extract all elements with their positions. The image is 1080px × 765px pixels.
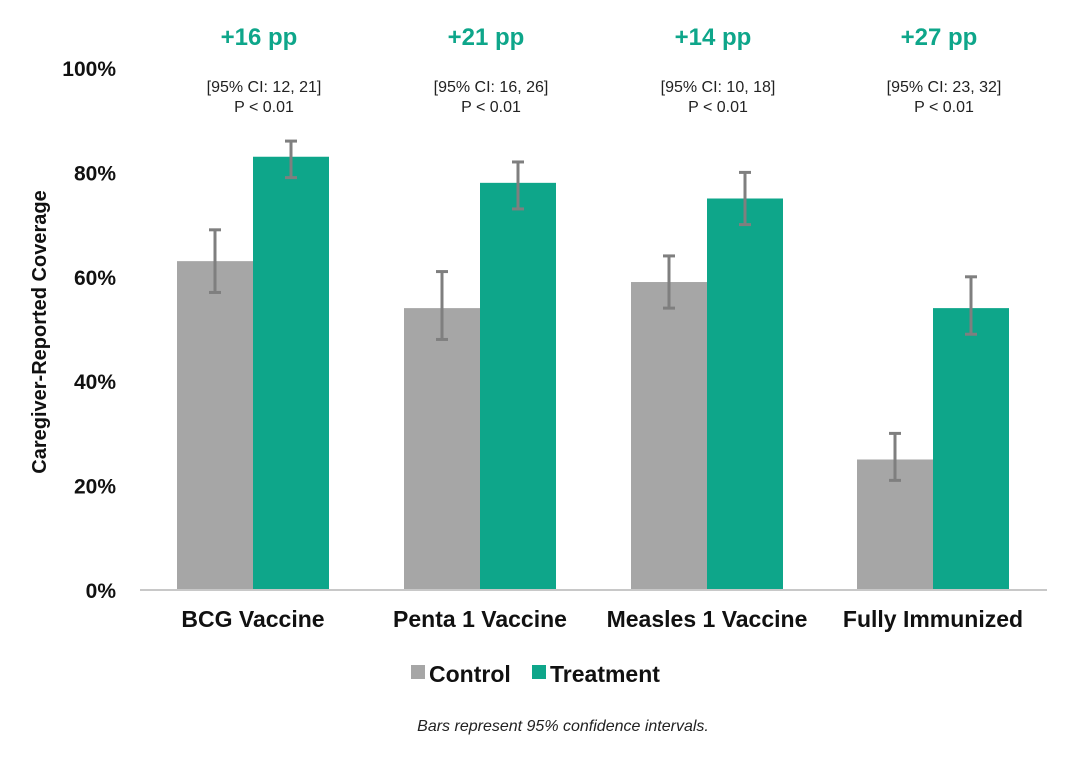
- legend-swatch-control: [411, 665, 425, 679]
- legend-label-treatment: Treatment: [550, 661, 660, 687]
- error-bar: [285, 139, 297, 180]
- y-axis-label: Caregiver-Reported Coverage: [29, 190, 51, 473]
- ci-label: [95% CI: 10, 18]: [661, 79, 776, 96]
- legend-swatch-treatment: [532, 665, 546, 679]
- error-bar: [436, 270, 448, 341]
- bar-treatment: [253, 156, 329, 591]
- legend: Control Treatment: [411, 661, 660, 687]
- error-bar: [889, 431, 901, 482]
- p-value-label: P < 0.01: [914, 99, 974, 116]
- bar-control: [404, 308, 480, 590]
- category-labels: BCG Vaccine Penta 1 Vaccine Measles 1 Vacc…: [181, 606, 1023, 632]
- category-label: BCG Vaccine: [181, 606, 324, 632]
- error-bar: [512, 160, 524, 211]
- bar-treatment: [480, 182, 556, 590]
- y-ticks: 0% 20% 40% 60% 80% 100%: [62, 58, 116, 603]
- error-bar: [663, 254, 675, 310]
- category-label: Penta 1 Vaccine: [393, 606, 567, 632]
- annotations: +16 pp [95% CI: 12, 21] P < 0.01 +21 pp [95%…: [207, 24, 1002, 116]
- category-label: Fully Immunized: [843, 606, 1023, 632]
- ci-label: [95% CI: 16, 26]: [434, 79, 549, 96]
- error-bar: [965, 275, 977, 336]
- error-bar: [209, 228, 221, 294]
- bars: [177, 156, 1009, 591]
- y-tick-label: 20%: [74, 476, 116, 499]
- effect-size-label: +27 pp: [901, 24, 978, 51]
- y-tick-label: 60%: [74, 267, 116, 290]
- ci-label: [95% CI: 23, 32]: [887, 79, 1002, 96]
- y-tick-label: 80%: [74, 162, 116, 185]
- chart-note: Bars represent 95% confidence intervals.: [417, 718, 709, 735]
- bar-control: [631, 282, 707, 590]
- p-value-label: P < 0.01: [234, 99, 294, 116]
- effect-size-label: +14 pp: [675, 24, 752, 51]
- category-label: Measles 1 Vaccine: [607, 606, 808, 632]
- y-tick-label: 40%: [74, 371, 116, 394]
- error-bars: [209, 139, 977, 482]
- bar-treatment: [707, 198, 783, 590]
- bar-control: [177, 261, 253, 590]
- legend-label-control: Control: [429, 661, 511, 687]
- bar-treatment: [933, 308, 1009, 590]
- p-value-label: P < 0.01: [688, 99, 748, 116]
- y-tick-label: 0%: [86, 580, 117, 603]
- p-value-label: P < 0.01: [461, 99, 521, 116]
- effect-size-label: +21 pp: [448, 24, 525, 51]
- ci-label: [95% CI: 12, 21]: [207, 79, 322, 96]
- effect-size-label: +16 pp: [221, 24, 298, 51]
- y-tick-label: 100%: [62, 58, 116, 81]
- error-bar: [739, 170, 751, 227]
